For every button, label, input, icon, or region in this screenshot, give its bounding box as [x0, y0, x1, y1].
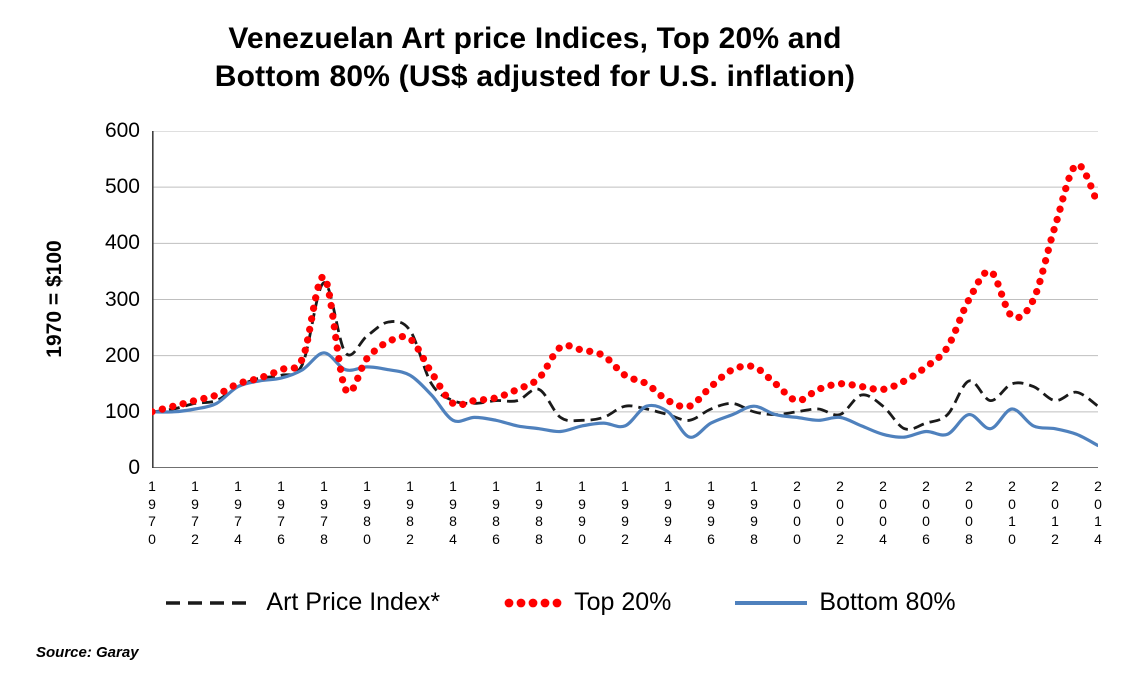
x-tick-label: 2 0 1 4	[1094, 478, 1102, 547]
x-tick-label: 1 9 7 2	[191, 478, 199, 547]
x-tick-label: 1 9 7 0	[148, 478, 156, 547]
x-tick-label: 1 9 8 4	[449, 478, 457, 547]
chart-title-line2: Bottom 80% (US$ adjusted for U.S. inflat…	[214, 60, 856, 93]
x-tick-label: 2 0 0 2	[836, 478, 844, 547]
dot-sample	[504, 598, 514, 607]
legend-label-art-price-index: Art Price Index*	[266, 588, 441, 616]
chart-title: Venezuelan Art price Indices, Top 20% an…	[30, 20, 1040, 96]
y-tick-label: 100	[104, 399, 140, 423]
legend: Art Price Index* Top 20% Bottom 80%	[0, 588, 1122, 617]
x-tick-label: 2 0 1 0	[1008, 478, 1016, 547]
x-tick-label: 1 9 8 2	[406, 478, 414, 547]
x-tick-label: 1 9 9 2	[621, 478, 629, 547]
x-tick-label: 1 9 7 8	[320, 478, 328, 547]
x-tick-label: 2 0 0 8	[965, 478, 973, 547]
dot-sample	[516, 598, 526, 607]
x-tick-label: 1 9 9 4	[664, 478, 672, 547]
x-tick-label: 1 9 9 8	[750, 478, 758, 547]
x-tick-label: 1 9 8 6	[492, 478, 500, 547]
x-tick-label: 1 9 7 6	[277, 478, 285, 547]
y-tick-label: 600	[104, 119, 140, 142]
legend-item-art-price-index: Art Price Index*	[166, 588, 440, 617]
legend-label-bottom-80: Bottom 80%	[819, 588, 956, 616]
solid-line-icon	[735, 600, 808, 605]
plot-area	[152, 131, 1098, 468]
chart-title-line1: Venezuelan Art price Indices, Top 20% an…	[228, 22, 842, 55]
legend-label-top-20: Top 20%	[574, 588, 672, 616]
x-tick-label: 2 0 0 6	[922, 478, 930, 547]
y-tick-label: 500	[104, 175, 140, 199]
x-tick-label: 1 9 9 0	[578, 478, 586, 547]
x-tick-label: 2 0 1 2	[1051, 478, 1059, 547]
legend-item-bottom-80: Bottom 80%	[735, 588, 956, 617]
dotted-line-icon	[504, 598, 562, 607]
series-top-20-line	[152, 161, 1098, 416]
y-tick-label: 200	[104, 343, 140, 367]
y-tick-label: 0	[128, 456, 140, 479]
dashed-line-icon	[166, 600, 255, 605]
dot-sample	[540, 598, 550, 607]
x-tick-label: 1 9 9 6	[707, 478, 715, 547]
x-tick-label: 1 9 8 8	[535, 478, 543, 547]
x-tick-label: 2 0 0 0	[793, 478, 801, 547]
source-note: Source: Garay	[36, 644, 139, 661]
x-tick-label: 2 0 0 4	[879, 478, 887, 547]
legend-item-top-20: Top 20%	[504, 588, 671, 617]
dot-sample	[528, 598, 538, 607]
y-tick-label: 300	[104, 287, 140, 311]
x-tick-label: 1 9 8 0	[363, 478, 371, 547]
dot-sample	[552, 598, 562, 607]
y-tick-label: 400	[104, 231, 140, 255]
x-tick-label: 1 9 7 4	[234, 478, 242, 547]
series-bottom-80-line	[152, 351, 1098, 448]
